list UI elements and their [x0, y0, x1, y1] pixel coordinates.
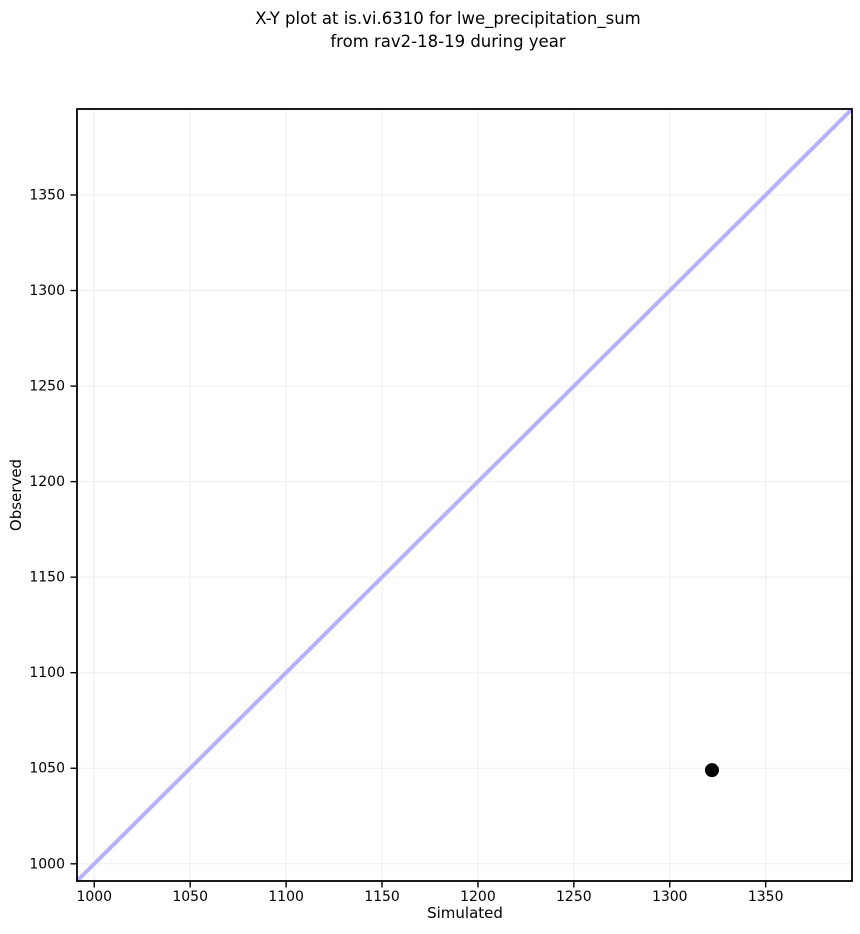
y-tick-label: 1050: [29, 761, 65, 777]
chart-title: X-Y plot at is.vi.6310 for lwe_precipita…: [18, 7, 860, 53]
x-axis-label: Simulated: [427, 904, 503, 922]
x-tick-label: 1300: [652, 889, 688, 905]
x-tick-label: 1050: [172, 889, 208, 905]
chart-title-line1: X-Y plot at is.vi.6310 for lwe_precipita…: [255, 9, 641, 28]
x-tick-label: 1000: [76, 889, 112, 905]
identity-line: [75, 107, 854, 883]
x-axis-ticks: 1000 1050 1100 1150 1200 1250 1300 1350: [76, 882, 783, 905]
data-points: [704, 763, 719, 778]
axes-spines: [76, 108, 853, 882]
y-tick-label: 1150: [29, 570, 65, 586]
y-tick-label: 1250: [29, 379, 65, 395]
y-tick-label: 1300: [29, 283, 65, 299]
data-point: [704, 763, 719, 778]
y-tick-label: 1100: [29, 665, 65, 681]
chart-title-line2: from rav2-18-19 during year: [330, 32, 566, 51]
y-axis-label: Observed: [7, 458, 25, 532]
x-tick-label: 1200: [460, 889, 496, 905]
x-tick-label: 1100: [268, 889, 304, 905]
x-tick-label: 1250: [556, 889, 592, 905]
y-axis-ticks: 1000 1050 1100 1150 1200 1250 1300 1350: [29, 187, 76, 872]
y-tick-label: 1200: [29, 474, 65, 490]
y-tick-label: 1350: [29, 187, 65, 203]
x-tick-label: 1350: [748, 889, 784, 905]
x-tick-label: 1150: [364, 889, 400, 905]
grid: [77, 109, 852, 881]
y-tick-label: 1000: [29, 856, 65, 872]
